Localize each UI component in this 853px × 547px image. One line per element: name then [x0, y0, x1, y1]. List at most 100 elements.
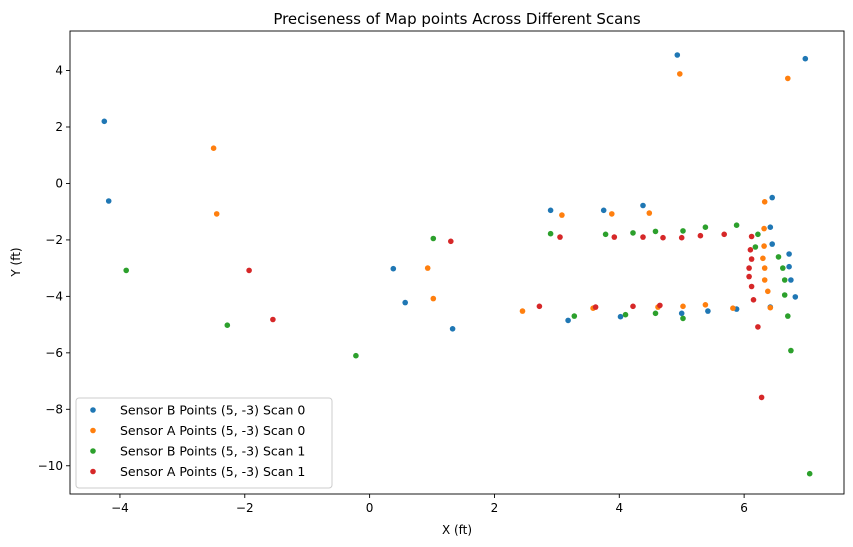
- series-2-point-5: [571, 313, 578, 319]
- series-2-point-9: [652, 228, 659, 235]
- series-3-point-5: [592, 304, 599, 310]
- series-1-point-7: [609, 211, 615, 217]
- series-1-point-3: [430, 295, 437, 302]
- series-2-point-12: [680, 315, 686, 322]
- series-2-point-4: [547, 230, 554, 237]
- series-3-point-12: [697, 232, 704, 239]
- series-3-point-7: [630, 303, 636, 310]
- series-0-point-16: [769, 241, 775, 247]
- series-0-point-14: [769, 194, 775, 201]
- series-3-point-9: [657, 302, 663, 309]
- y-tick-label: −10: [38, 459, 63, 473]
- x-tick-label: 6: [740, 501, 748, 515]
- series-3-point-11: [678, 234, 685, 241]
- series-2-point-0: [123, 267, 129, 274]
- series-0-point-22: [802, 55, 809, 62]
- series-1-point-17: [760, 255, 766, 262]
- series-2-point-3: [430, 235, 437, 242]
- x-tick-label: 0: [366, 501, 374, 515]
- series-3-point-2: [448, 238, 454, 245]
- series-3-point-21: [755, 324, 761, 330]
- series-0-point-8: [617, 313, 624, 320]
- series-2-point-11: [680, 228, 686, 234]
- series-0-point-21: [792, 294, 799, 300]
- legend-marker-0: [90, 407, 96, 413]
- series-0-point-1: [105, 198, 112, 204]
- series-1-point-22: [785, 75, 791, 82]
- series-2-point-23: [806, 470, 813, 477]
- legend-label-2: Sensor B Points (5, -3) Scan 1: [120, 444, 305, 459]
- series-2-point-2: [353, 352, 359, 359]
- series-2-point-8: [630, 230, 636, 236]
- series-3-point-1: [270, 316, 276, 323]
- series-1-point-10: [680, 303, 686, 310]
- series-2-point-22: [788, 347, 794, 354]
- series-0-point-18: [786, 263, 792, 270]
- series-1-point-18: [761, 265, 768, 271]
- series-0-point-17: [786, 251, 792, 257]
- series-2-point-21: [785, 313, 791, 319]
- series-3-point-16: [748, 256, 755, 262]
- y-tick-label: 4: [55, 64, 63, 78]
- series-2-point-14: [733, 222, 740, 228]
- plot-frame: [69, 30, 845, 495]
- series-0-point-11: [705, 308, 711, 314]
- series-1-point-16: [761, 243, 767, 249]
- y-tick-label: −2: [45, 233, 63, 247]
- legend-marker-1: [90, 427, 96, 434]
- series-0-point-7: [600, 207, 607, 214]
- series-0-point-19: [788, 277, 794, 283]
- series-1-point-11: [702, 302, 709, 308]
- series-0-point-13: [674, 52, 681, 58]
- series-2-point-20: [781, 292, 788, 298]
- y-tick-label: 0: [55, 176, 63, 190]
- series-3-point-17: [746, 265, 752, 271]
- y-tick-label: −4: [45, 289, 63, 303]
- series-2-point-17: [775, 254, 782, 260]
- legend-marker-3: [90, 468, 96, 475]
- series-1-point-15: [761, 225, 767, 232]
- series-2-point-13: [702, 224, 709, 230]
- series-1-point-1: [213, 211, 220, 217]
- series-1-point-4: [519, 308, 526, 314]
- legend: Sensor B Points (5, -3) Scan 0 Sensor A P…: [75, 397, 333, 489]
- series-1-point-2: [424, 265, 431, 271]
- series-3-point-3: [536, 303, 543, 310]
- series-3-point-8: [640, 234, 646, 240]
- y-tick-label: −6: [45, 346, 63, 360]
- legend-marker-2: [90, 448, 96, 454]
- series-0-point-2: [390, 265, 397, 272]
- series-2-point-1: [224, 322, 231, 329]
- series-1-point-20: [765, 288, 771, 295]
- series-0-point-6: [565, 317, 571, 324]
- y-axis-ticks: −10 −8 −6 −4 −2 0 2 4: [38, 64, 70, 473]
- series-2-point-18: [780, 265, 786, 271]
- series-0-point-5: [547, 207, 554, 214]
- series-2-point-7: [622, 311, 629, 318]
- series-1-point-19: [761, 277, 768, 283]
- series-1-point-13: [677, 71, 683, 77]
- series-1-point-0: [210, 145, 217, 151]
- series-1-point-21: [767, 304, 774, 311]
- series-3-point-6: [611, 234, 618, 240]
- series-0-point-0: [101, 118, 108, 125]
- legend-label-0: Sensor B Points (5, -3) Scan 0: [120, 403, 305, 418]
- series-3-point-19: [748, 283, 755, 290]
- series-1-point-8: [646, 210, 653, 216]
- x-tick-label: −2: [236, 501, 254, 515]
- series-2-point-6: [602, 231, 609, 238]
- series-2-point-19: [781, 277, 788, 283]
- x-axis-ticks: −4 −2 0 2 4 6: [111, 494, 748, 515]
- series-2-point-15: [755, 231, 761, 238]
- series-2-point-16: [752, 244, 759, 250]
- y-tick-label: 2: [55, 120, 63, 134]
- legend-label-3: Sensor A Points (5, -3) Scan 1: [120, 464, 305, 479]
- y-tick-label: −8: [45, 402, 63, 416]
- series-3-point-4: [557, 234, 563, 240]
- series-3-point-14: [748, 233, 755, 240]
- series-0-point-10: [678, 310, 685, 317]
- series-0-point-9: [640, 202, 646, 209]
- series-3-point-20: [750, 297, 757, 303]
- series-3-point-15: [747, 247, 754, 253]
